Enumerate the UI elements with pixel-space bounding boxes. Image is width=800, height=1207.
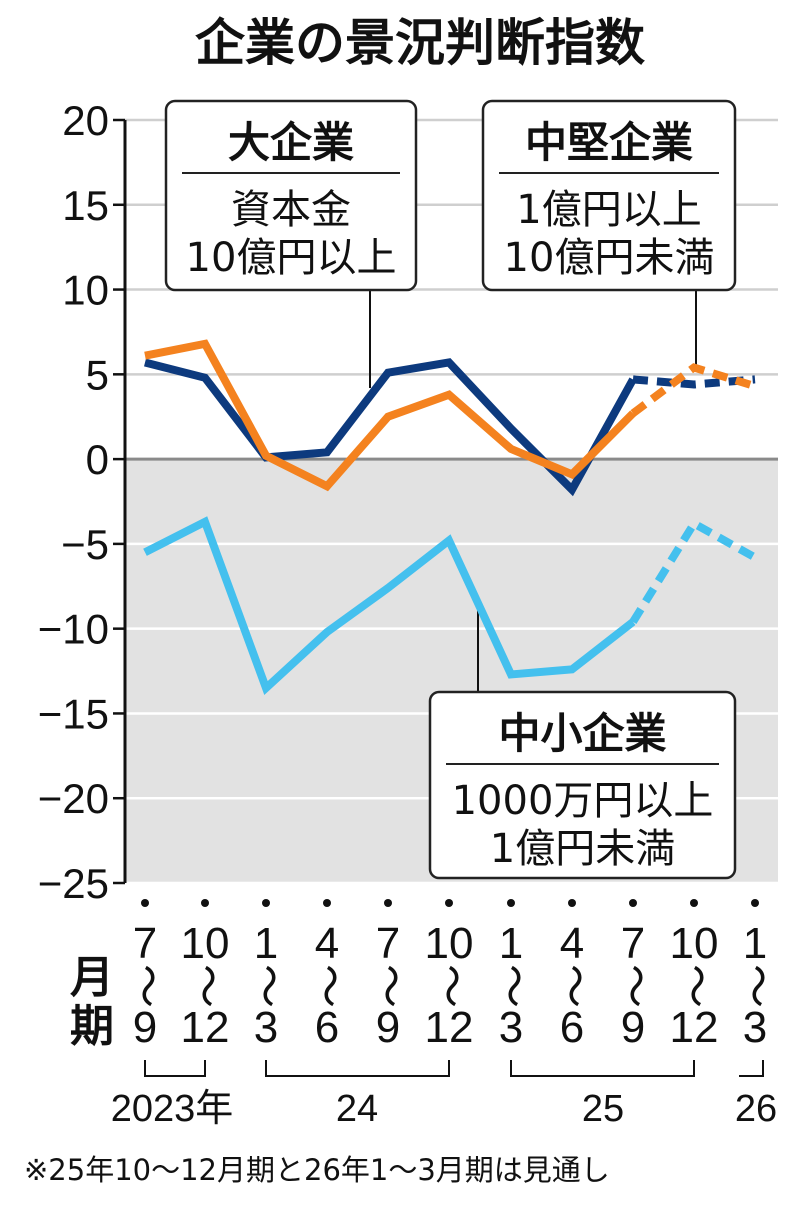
year-bracket (144, 1060, 206, 1077)
y-axis: 20 15 10 5 0 −5 −10 −15 −20 −25 (38, 97, 127, 907)
x-tick-tilde: 〜 (182, 964, 231, 1008)
x-tick-start: 1 (254, 919, 278, 968)
x-tick-end: 12 (181, 1003, 230, 1052)
year-bracket (739, 1060, 764, 1077)
y-tick-label: −25 (38, 860, 109, 907)
x-tick-dot (262, 899, 270, 907)
label-box-frame (481, 99, 737, 292)
x-tick-end: 6 (560, 1003, 584, 1052)
x-tick-end: 9 (621, 1003, 645, 1052)
series-condition: 1000万円以上 (452, 778, 714, 824)
x-tick-end: 12 (425, 1003, 474, 1052)
x-tick-start: 7 (621, 919, 645, 968)
x-tick-end: 9 (133, 1003, 157, 1052)
y-tick-label: −15 (38, 690, 109, 737)
x-tick-tilde: 〜 (243, 964, 292, 1008)
x-tick-end: 9 (376, 1003, 400, 1052)
label-box-frame (164, 99, 418, 292)
x-tick-tilde: 〜 (304, 964, 353, 1008)
series-line-actual (144, 339, 636, 492)
y-tick-label: 15 (62, 182, 109, 229)
series-name: 中小企業 (498, 709, 666, 758)
series-line-actual (143, 516, 636, 695)
x-tick-start: 10 (670, 919, 719, 968)
series-condition: 10億円未満 (504, 235, 715, 281)
x-tick-start: 1 (743, 919, 767, 968)
x-tick-start: 10 (181, 919, 230, 968)
label-leaders (369, 290, 697, 692)
x-tick-dot (323, 899, 331, 907)
chart-title: 企業の景況判断指数 (195, 14, 645, 72)
x-axis: 月期7〜910〜121〜34〜67〜910〜121〜34〜67〜910〜121〜… (70, 899, 781, 1130)
x-tick-start: 7 (133, 919, 157, 968)
x-tick-end: 3 (254, 1003, 278, 1052)
x-tick-start: 7 (376, 919, 400, 968)
x-tick-start: 1 (499, 919, 523, 968)
y-tick-label: 10 (62, 267, 109, 314)
y-tick-label: 0 (86, 436, 109, 483)
series-condition: 資本金 (231, 187, 351, 233)
x-tick-dot (629, 899, 637, 907)
x-axis-label-period: 期 (70, 1001, 114, 1052)
year-bracket (510, 1060, 695, 1077)
x-tick-dot (568, 899, 576, 907)
year-label: 25 (582, 1088, 624, 1130)
x-tick-dot (690, 899, 698, 907)
x-tick-dot (201, 899, 209, 907)
series-name: 大企業 (228, 118, 354, 167)
x-tick-tilde: 〜 (426, 964, 475, 1008)
y-tick-label: 20 (62, 97, 109, 144)
year-label: 2023年 (111, 1088, 234, 1130)
x-tick-dot (751, 899, 759, 907)
x-tick-end: 3 (743, 1003, 767, 1052)
series-line-forecast (630, 363, 757, 417)
y-tick-label: 5 (86, 351, 109, 398)
x-tick-end: 3 (499, 1003, 523, 1052)
y-tick-label: −10 (38, 606, 109, 653)
x-tick-start: 4 (560, 919, 584, 968)
year-label: 24 (336, 1088, 378, 1130)
series-line-forecast (632, 375, 756, 389)
x-tick-tilde: 〜 (610, 964, 659, 1008)
series-condition: 1億円未満 (490, 826, 675, 872)
series-lines (143, 339, 757, 695)
series-line-forecast (629, 518, 757, 624)
series-labels: 大企業資本金10億円以上中堅企業1億円以上10億円未満中小企業1000万円以上1… (164, 99, 737, 880)
series-condition: 1億円以上 (516, 187, 701, 233)
x-tick-end: 12 (670, 1003, 719, 1052)
x-tick-tilde: 〜 (365, 964, 414, 1008)
x-tick-tilde: 〜 (488, 964, 537, 1008)
x-tick-tilde: 〜 (671, 964, 720, 1008)
x-tick-tilde: 〜 (732, 964, 781, 1008)
year-label: 26 (735, 1088, 777, 1130)
x-tick-dot (507, 899, 515, 907)
y-tick-label: −20 (38, 775, 109, 822)
y-tick-label: −5 (61, 521, 109, 568)
label-box-frame (428, 690, 737, 880)
x-tick-dot (445, 899, 453, 907)
series-name: 中堅企業 (525, 118, 693, 167)
x-tick-start: 4 (315, 919, 339, 968)
x-tick-start: 10 (425, 919, 474, 968)
year-bracket (265, 1060, 450, 1077)
x-tick-dot (384, 899, 392, 907)
x-tick-tilde: 〜 (549, 964, 598, 1008)
x-tick-tilde: 〜 (122, 964, 171, 1008)
x-axis-label-month: 月 (70, 952, 114, 1003)
series-condition: 10億円以上 (186, 235, 397, 281)
x-tick-dot (141, 899, 149, 907)
x-tick-end: 6 (315, 1003, 339, 1052)
footnote: ※25年10〜12月期と26年1〜3月期は見通し (24, 1153, 610, 1187)
